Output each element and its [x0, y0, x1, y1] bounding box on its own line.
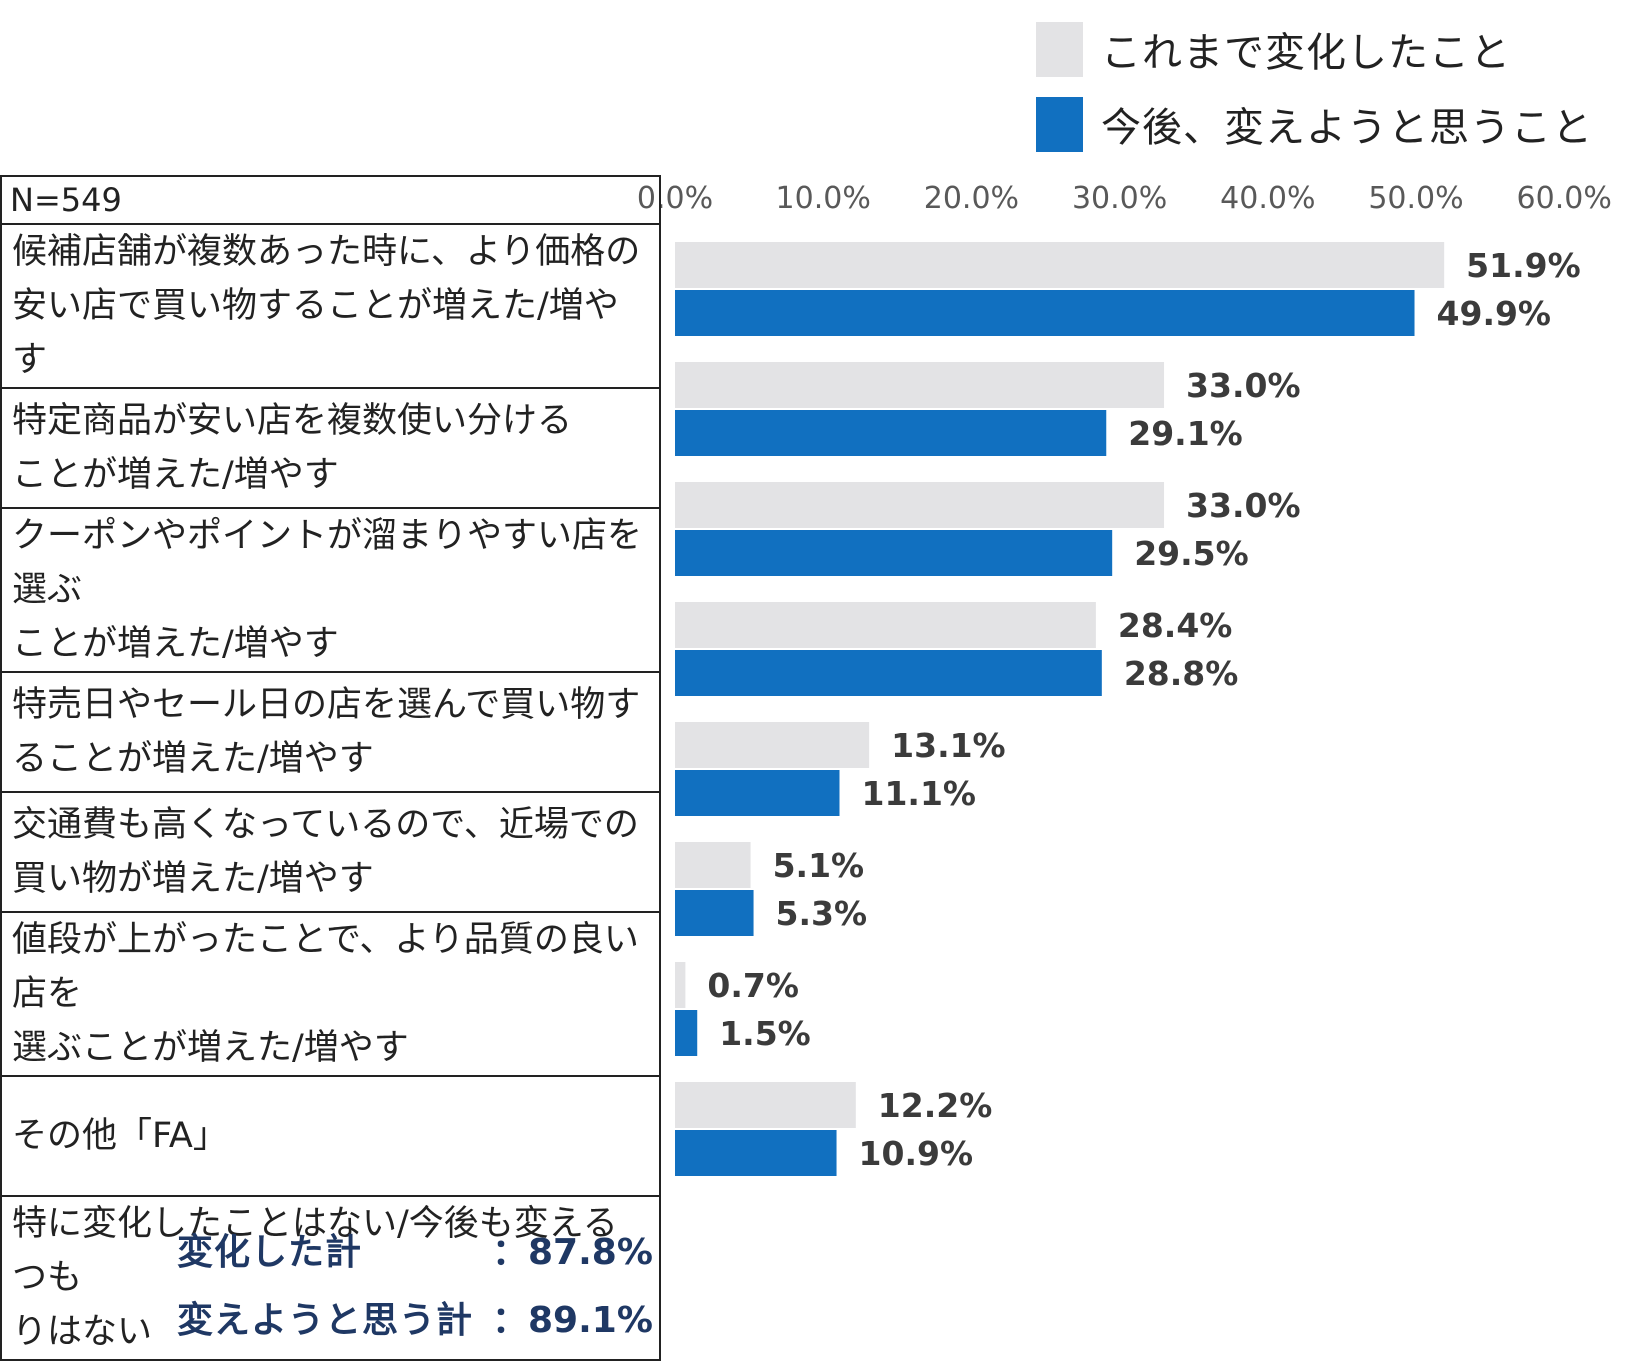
bar-previous [675, 362, 1165, 408]
value-label-previous: 0.7% [707, 966, 799, 1005]
bar-future [675, 1010, 698, 1056]
value-label-future: 29.5% [1134, 534, 1249, 573]
value-label-previous: 33.0% [1186, 366, 1301, 405]
bar-future [675, 290, 1415, 336]
value-label-future: 10.9% [859, 1134, 974, 1173]
legend-swatch-previous [1036, 21, 1083, 77]
x-tick-label: 60.0% [1517, 181, 1612, 216]
value-label-previous: 5.1% [773, 846, 865, 885]
category-label: 特売日やセール日の店を選んで買い物す ることが増えた/増やす [0, 671, 661, 793]
category-label: その他「FA」 [0, 1075, 661, 1197]
bar-future [675, 890, 754, 936]
total-plan-value: ：89.1% [492, 1300, 653, 1341]
table-row: 特売日やセール日の店を選んで買い物す ることが増えた/増やす [0, 671, 661, 793]
bar-previous [675, 602, 1096, 648]
value-label-future: 1.5% [719, 1014, 811, 1053]
total-changed: 変化した計 ：87.8% [177, 1215, 653, 1283]
value-label-previous: 51.9% [1466, 246, 1581, 285]
table-row: 特に変化したことはない/今後も変えるつも りはない [0, 1195, 661, 1361]
bar-previous [675, 962, 686, 1008]
table-row: 候補店舗が複数あった時に、より価格の 安い店で買い物することが増えた/増やす [0, 223, 661, 389]
bar-future [675, 530, 1113, 576]
value-label-future: 5.3% [776, 894, 868, 933]
table-row: その他「FA」 [0, 1075, 661, 1197]
category-label: 候補店舗が複数あった時に、より価格の 安い店で買い物することが増えた/増やす [0, 223, 661, 389]
table-header-row: N=549 [0, 175, 661, 225]
value-label-previous: 13.1% [891, 726, 1006, 765]
table-row: 特定商品が安い店を複数使い分ける ことが増えた/増やす [0, 387, 661, 509]
value-label-future: 49.9% [1437, 294, 1552, 333]
x-tick-label: 50.0% [1368, 181, 1463, 216]
total-plan-label: 変えようと思う計 [177, 1300, 474, 1341]
category-label: 交通費も高くなっているので、近場での 買い物が増えた/増やす [0, 791, 661, 913]
x-tick-label: 20.0% [924, 181, 1019, 216]
bar-future [675, 770, 840, 816]
value-label-previous: 12.2% [878, 1086, 993, 1125]
category-label: 値段が上がったことで、より品質の良い店を 選ぶことが増えた/増やす [0, 911, 661, 1077]
total-plan: 変えようと思う計 ：89.1% [177, 1283, 653, 1351]
bar-previous [675, 722, 870, 768]
bar-future [675, 650, 1102, 696]
legend-label-previous: これまで変化したこと [1101, 30, 1511, 76]
table-row: 交通費も高くなっているので、近場での 買い物が増えた/増やす [0, 791, 661, 913]
bar-previous [675, 842, 751, 888]
table-row: 値段が上がったことで、より品質の良い店を 選ぶことが増えた/増やす [0, 911, 661, 1077]
bar-future [675, 410, 1107, 456]
sample-size: N=549 [0, 175, 661, 225]
legend-item-future: 今後、変えようと思うこと [1036, 95, 1593, 153]
total-changed-label: 変化した計 [177, 1232, 363, 1273]
totals: 変化した計 ：87.8% 変えようと思う計 ：89.1% [177, 1215, 653, 1351]
x-tick-label: 10.0% [776, 181, 871, 216]
bar-previous [675, 482, 1165, 528]
value-label-previous: 33.0% [1186, 486, 1301, 525]
category-label: 特に変化したことはない/今後も変えるつも りはない [0, 1195, 661, 1361]
x-tick-label: 40.0% [1220, 181, 1315, 216]
total-changed-value: ：87.8% [492, 1232, 653, 1273]
category-label: 特定商品が安い店を複数使い分ける ことが増えた/増やす [0, 387, 661, 509]
value-label-future: 29.1% [1128, 414, 1243, 453]
value-label-future: 28.8% [1124, 654, 1239, 693]
legend-label-future: 今後、変えようと思うこと [1101, 105, 1593, 151]
legend-item-previous: これまで変化したこと [1036, 20, 1593, 78]
bar-previous [675, 1082, 856, 1128]
table-row: クーポンやポイントが溜まりやすい店を選ぶ ことが増えた/増やす [0, 507, 661, 673]
category-label: クーポンやポイントが溜まりやすい店を選ぶ ことが増えた/増やす [0, 507, 661, 673]
x-tick-label: 30.0% [1072, 181, 1167, 216]
legend: これまで変化したこと 今後、変えようと思うこと [1036, 20, 1593, 170]
bar-future [675, 1130, 837, 1176]
category-table: N=549 候補店舗が複数あった時に、より価格の 安い店で買い物することが増えた/… [0, 175, 661, 1361]
bar-previous [675, 242, 1445, 288]
value-label-previous: 28.4% [1118, 606, 1233, 645]
value-label-future: 11.1% [862, 774, 977, 813]
legend-swatch-future [1036, 96, 1083, 152]
